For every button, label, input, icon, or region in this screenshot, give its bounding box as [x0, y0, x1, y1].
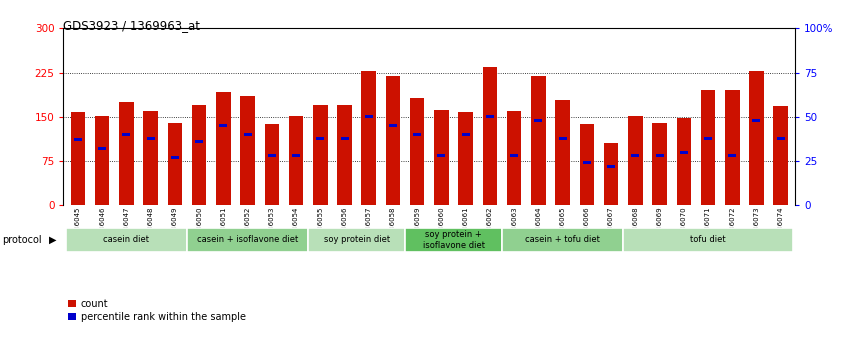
Text: tofu diet: tofu diet — [690, 235, 726, 244]
Bar — [265, 124, 279, 205]
Bar — [434, 110, 448, 205]
Bar — [483, 67, 497, 205]
Text: casein + isoflavone diet: casein + isoflavone diet — [197, 235, 299, 244]
Bar — [341, 137, 349, 139]
Bar — [486, 115, 494, 118]
Text: soy protein diet: soy protein diet — [323, 235, 390, 244]
Bar — [631, 154, 640, 157]
Bar — [531, 75, 546, 205]
Bar — [628, 116, 643, 205]
Bar — [71, 112, 85, 205]
Bar — [652, 123, 667, 205]
Bar — [413, 133, 421, 136]
Bar — [292, 154, 300, 157]
Bar — [216, 92, 231, 205]
Bar — [313, 105, 327, 205]
Bar — [119, 102, 134, 205]
Bar — [510, 154, 518, 157]
Bar — [244, 133, 251, 136]
Legend: count, percentile rank within the sample: count, percentile rank within the sample — [69, 299, 246, 321]
Bar — [725, 90, 739, 205]
Bar — [410, 98, 425, 205]
Bar — [459, 112, 473, 205]
Bar — [171, 156, 179, 159]
Bar — [123, 133, 130, 136]
Bar — [146, 137, 155, 139]
Text: GDS3923 / 1369963_at: GDS3923 / 1369963_at — [63, 19, 201, 33]
Bar — [98, 147, 107, 150]
Bar — [555, 100, 570, 205]
Bar — [405, 228, 502, 252]
Bar — [192, 105, 206, 205]
Bar — [502, 228, 623, 252]
Text: casein diet: casein diet — [103, 235, 150, 244]
Bar — [624, 228, 793, 252]
Text: casein + tofu diet: casein + tofu diet — [525, 235, 600, 244]
Bar — [604, 143, 618, 205]
Bar — [219, 124, 228, 127]
Bar — [308, 228, 405, 252]
Bar — [507, 111, 521, 205]
Text: ▶: ▶ — [49, 235, 57, 245]
Bar — [583, 161, 591, 164]
Bar — [558, 137, 567, 139]
Bar — [680, 151, 688, 154]
Bar — [773, 106, 788, 205]
Bar — [535, 119, 542, 122]
Bar — [240, 96, 255, 205]
Bar — [728, 154, 736, 157]
Text: protocol: protocol — [2, 235, 41, 245]
Bar — [316, 137, 324, 139]
Bar — [195, 140, 203, 143]
Bar — [386, 75, 400, 205]
Bar — [66, 228, 187, 252]
Bar — [168, 123, 182, 205]
Bar — [95, 116, 109, 205]
Bar — [677, 118, 691, 205]
Bar — [700, 90, 715, 205]
Bar — [656, 154, 663, 157]
Bar — [361, 71, 376, 205]
Bar — [704, 137, 712, 139]
Text: soy protein +
isoflavone diet: soy protein + isoflavone diet — [422, 230, 485, 250]
Bar — [580, 124, 594, 205]
Bar — [752, 119, 761, 122]
Bar — [437, 154, 446, 157]
Bar — [750, 71, 764, 205]
Bar — [365, 115, 373, 118]
Bar — [607, 165, 615, 168]
Bar — [187, 228, 308, 252]
Bar — [462, 133, 470, 136]
Bar — [389, 124, 397, 127]
Bar — [74, 138, 82, 141]
Bar — [777, 137, 785, 139]
Bar — [144, 111, 158, 205]
Bar — [288, 116, 304, 205]
Bar — [338, 105, 352, 205]
Bar — [268, 154, 276, 157]
